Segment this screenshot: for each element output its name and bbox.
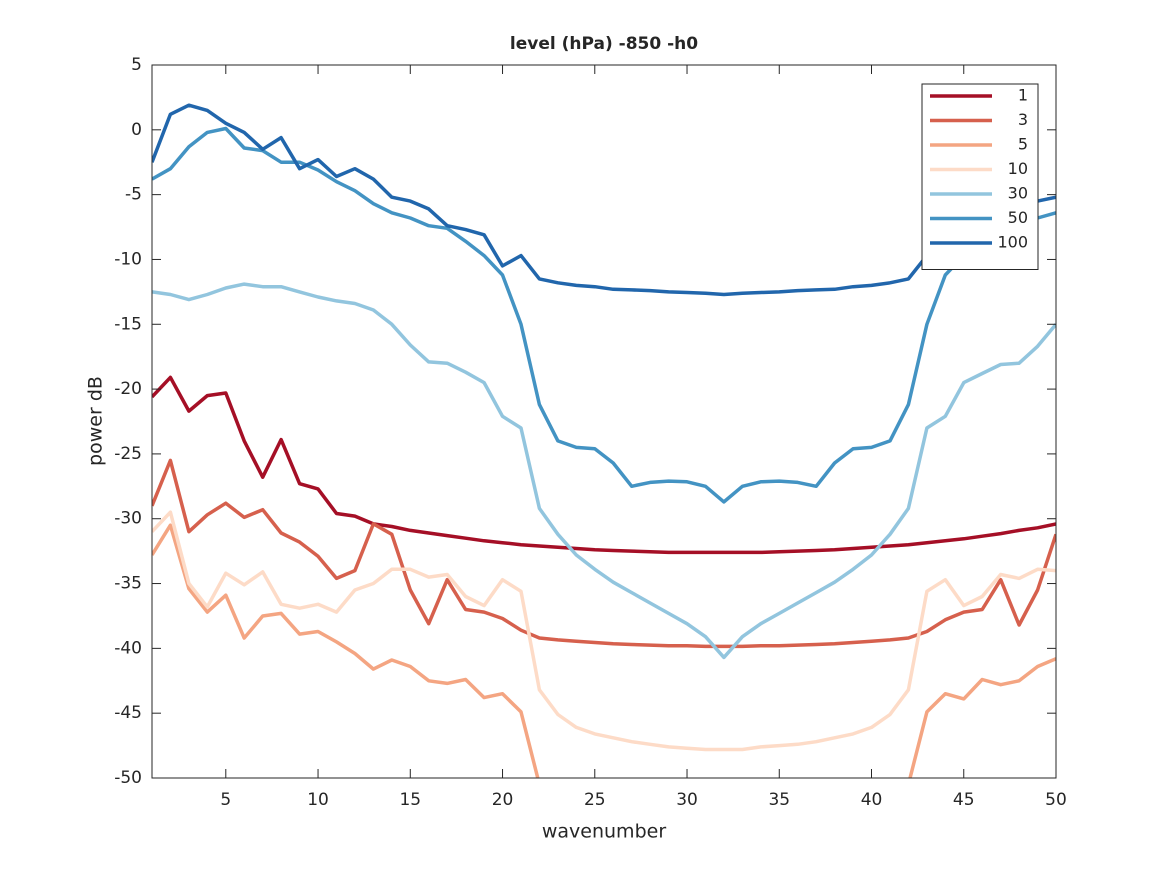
x-tick-label: 20	[492, 790, 514, 810]
plot-area	[152, 103, 1056, 778]
legend-box	[921, 83, 1039, 270]
y-tick-label: -40	[114, 638, 142, 658]
y-tick-label: 0	[131, 120, 142, 140]
legend-label: 50	[1008, 208, 1028, 227]
legend-label: 3	[1018, 110, 1028, 129]
legend-label: 1	[1018, 86, 1028, 105]
legend-label: 30	[1008, 184, 1028, 203]
y-tick-label: 5	[131, 55, 142, 75]
x-tick-label: 35	[768, 790, 790, 810]
legend-label: 5	[1018, 135, 1028, 154]
x-tick-label: 50	[1045, 790, 1067, 810]
y-axis-label: power dB	[85, 376, 107, 466]
x-tick-label: 10	[307, 790, 329, 810]
series-line	[152, 103, 1056, 297]
y-tick-label: -50	[114, 768, 142, 788]
series-line	[152, 523, 1056, 778]
x-tick-label: 45	[953, 790, 975, 810]
axes-frame	[151, 64, 1057, 779]
chart-title: level (hPa) -850 -h0	[510, 34, 698, 54]
legend-label: 10	[1008, 159, 1028, 178]
y-tick-label: -10	[114, 249, 142, 269]
series-line	[152, 510, 1056, 752]
x-tick-label: 25	[584, 790, 606, 810]
y-tick-label: -5	[125, 185, 142, 205]
y-tick-label: -20	[114, 379, 142, 399]
x-tick-label: 40	[861, 790, 883, 810]
y-tick-label: -15	[114, 314, 142, 334]
legend-label: 100	[997, 233, 1028, 252]
series-line	[152, 282, 1056, 660]
y-tick-label: -30	[114, 509, 142, 529]
series-line	[152, 375, 1056, 555]
x-tick-label: 5	[220, 790, 231, 810]
series-line	[152, 458, 1056, 649]
x-tick-label: 15	[399, 790, 421, 810]
series-line	[152, 126, 1056, 504]
y-tick-label: -25	[114, 444, 142, 464]
y-tick-label: -35	[114, 574, 142, 594]
y-tick-label: -45	[114, 703, 142, 723]
x-axis-label: wavenumber	[542, 821, 666, 843]
x-tick-label: 30	[676, 790, 698, 810]
